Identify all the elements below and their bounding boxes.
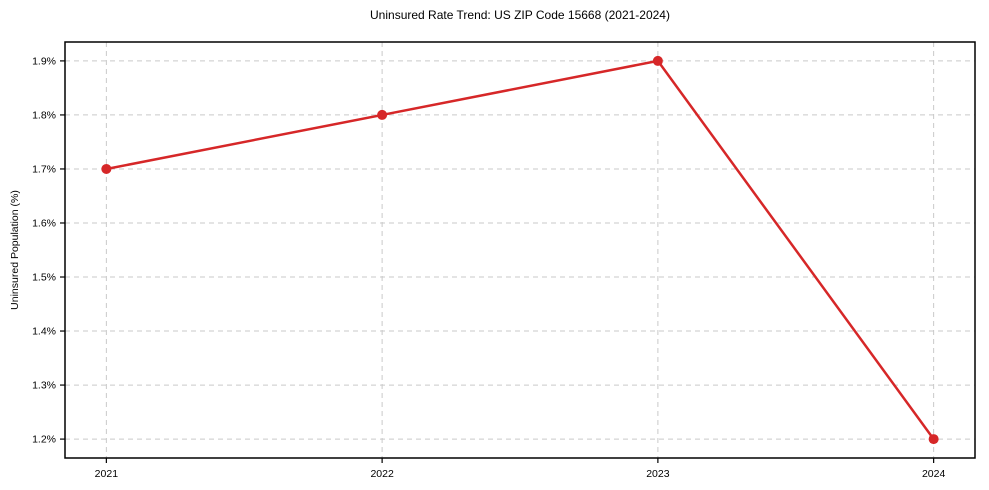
x-tick-label: 2024 [922,468,946,480]
y-tick-label: 1.3% [32,380,56,392]
x-tick-label: 2022 [370,468,394,480]
y-tick-label: 1.5% [32,272,56,284]
plot-border [64,41,976,459]
trend-line [105,59,935,441]
chart-title: Uninsured Rate Trend: US ZIP Code 15668 … [370,8,670,22]
x-tick-label: 2023 [646,468,670,480]
data-point-marker [652,55,663,66]
y-tick-label: 1.8% [32,109,56,121]
x-tick-label: 2021 [95,468,119,480]
y-tick-label: 1.7% [32,163,56,175]
y-axis-label: Uninsured Population (%) [9,190,21,310]
y-tick-label: 1.4% [32,326,56,338]
y-tick-label: 1.2% [32,434,56,446]
y-tick-label: 1.9% [32,55,56,67]
data-point-marker [101,163,112,174]
data-point-marker [377,109,388,120]
data-point-marker [928,434,939,445]
y-tick-label: 1.6% [32,217,56,229]
